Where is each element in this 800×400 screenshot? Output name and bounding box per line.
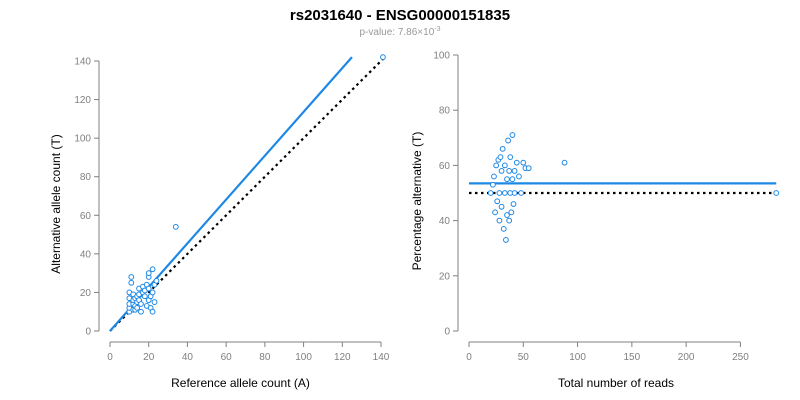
- reference-line: [109, 58, 384, 332]
- data-point: [509, 132, 516, 138]
- data-point: [503, 237, 509, 243]
- y-tick-label: 40: [80, 249, 92, 260]
- data-point: [172, 223, 179, 230]
- data-point: [507, 154, 514, 161]
- subtitle-exponent: -3: [434, 26, 440, 33]
- data-point: [511, 168, 518, 174]
- x-tick-label: 250: [732, 352, 749, 363]
- data-point: [149, 266, 156, 273]
- data-point: [561, 159, 568, 166]
- data-point: [492, 209, 498, 216]
- y-tick-label: 120: [74, 95, 91, 106]
- data-point: [505, 137, 511, 144]
- x-tick-label: 150: [624, 352, 641, 363]
- y-tick-label: 0: [444, 327, 450, 338]
- x-axis: 0 20 40 60 80 100 120 140: [107, 341, 390, 363]
- data-point: [134, 304, 141, 311]
- data-point: [501, 190, 508, 196]
- data-points: [126, 54, 386, 315]
- x-axis-label: Total number of reads: [558, 376, 674, 390]
- data-point: [496, 190, 503, 196]
- data-point: [773, 190, 780, 196]
- data-point: [508, 209, 515, 216]
- y-tick-label: 0: [85, 327, 91, 338]
- data-point: [498, 168, 505, 174]
- x-tick-label: 50: [518, 352, 530, 363]
- x-tick-label: 100: [295, 352, 312, 363]
- data-point: [506, 217, 513, 224]
- data-point: [500, 225, 507, 232]
- data-point: [520, 159, 527, 166]
- x-tick-label: 80: [259, 352, 271, 363]
- data-point: [141, 293, 148, 300]
- data-point: [496, 217, 503, 224]
- data-point: [509, 176, 516, 183]
- x-tick-label: 120: [334, 352, 351, 363]
- x-axis-label: Reference allele count (A): [171, 376, 310, 390]
- data-point: [145, 270, 152, 277]
- y-axis-label: Alternative allele count (T): [49, 134, 63, 273]
- data-point: [516, 173, 522, 180]
- data-point: [504, 212, 510, 218]
- y-tick-label: 100: [74, 134, 91, 145]
- x-tick-label: 200: [678, 352, 695, 363]
- y-tick-label: 100: [433, 51, 450, 62]
- y-axis: 0 20 40 60 80 100: [433, 51, 459, 338]
- y-tick-label: 60: [80, 211, 92, 222]
- y-tick-label: 60: [439, 161, 451, 172]
- data-point: [145, 285, 152, 292]
- data-point: [504, 176, 510, 183]
- data-point: [494, 198, 501, 205]
- fit-line: [109, 56, 353, 332]
- x-tick-label: 0: [466, 352, 472, 363]
- x-tick-label: 140: [373, 352, 390, 363]
- subtitle-prefix: p-value: 7.86×10: [359, 27, 434, 38]
- y-tick-label: 20: [80, 288, 92, 299]
- y-tick-label: 140: [74, 57, 91, 68]
- data-point: [138, 308, 144, 315]
- data-point: [153, 277, 160, 284]
- data-point: [149, 289, 156, 296]
- y-tick-label: 80: [80, 172, 92, 183]
- data-point: [525, 165, 532, 172]
- x-tick-label: 40: [182, 352, 194, 363]
- data-point: [511, 190, 518, 196]
- y-tick-label: 40: [439, 216, 451, 227]
- x-tick-label: 100: [569, 352, 586, 363]
- x-tick-label: 60: [221, 352, 233, 363]
- chart-subtitle: p-value: 7.86×10-3: [359, 26, 440, 38]
- x-tick-label: 20: [143, 352, 155, 363]
- y-tick-label: 20: [439, 271, 451, 282]
- scatter-panel-percentage: 0 50 100 150 200 250 0 20 40 60 80 100 Total number …: [410, 51, 780, 390]
- x-axis: 0 50 100 150 200 250: [466, 341, 749, 363]
- data-points: [487, 132, 780, 243]
- chart-title: rs2031640 - ENSG00000151835: [290, 7, 510, 24]
- data-point: [518, 190, 525, 196]
- x-tick-label: 0: [107, 352, 113, 363]
- data-point: [380, 54, 386, 61]
- data-point: [138, 301, 144, 307]
- data-point: [501, 162, 508, 169]
- data-point: [499, 145, 506, 152]
- data-point: [510, 201, 517, 207]
- data-point: [128, 279, 135, 286]
- data-point: [493, 162, 500, 169]
- data-point: [506, 168, 513, 174]
- y-axis: 0 20 40 60 80 100 120 140: [74, 57, 100, 338]
- data-point: [498, 203, 505, 210]
- data-point: [513, 159, 520, 166]
- data-point: [151, 299, 158, 305]
- data-point: [491, 173, 497, 180]
- data-point: [497, 154, 504, 161]
- data-point: [489, 181, 496, 188]
- y-tick-label: 80: [439, 106, 451, 117]
- data-point: [149, 308, 156, 315]
- data-point: [487, 190, 494, 196]
- scatter-panel-allele-counts: 0 20 40 60 80 100 120 140 0 20 40 60 80 100 120 140 Refe…: [49, 54, 390, 390]
- data-point: [128, 274, 135, 280]
- y-axis-label: Percentage alternative (T): [410, 132, 424, 271]
